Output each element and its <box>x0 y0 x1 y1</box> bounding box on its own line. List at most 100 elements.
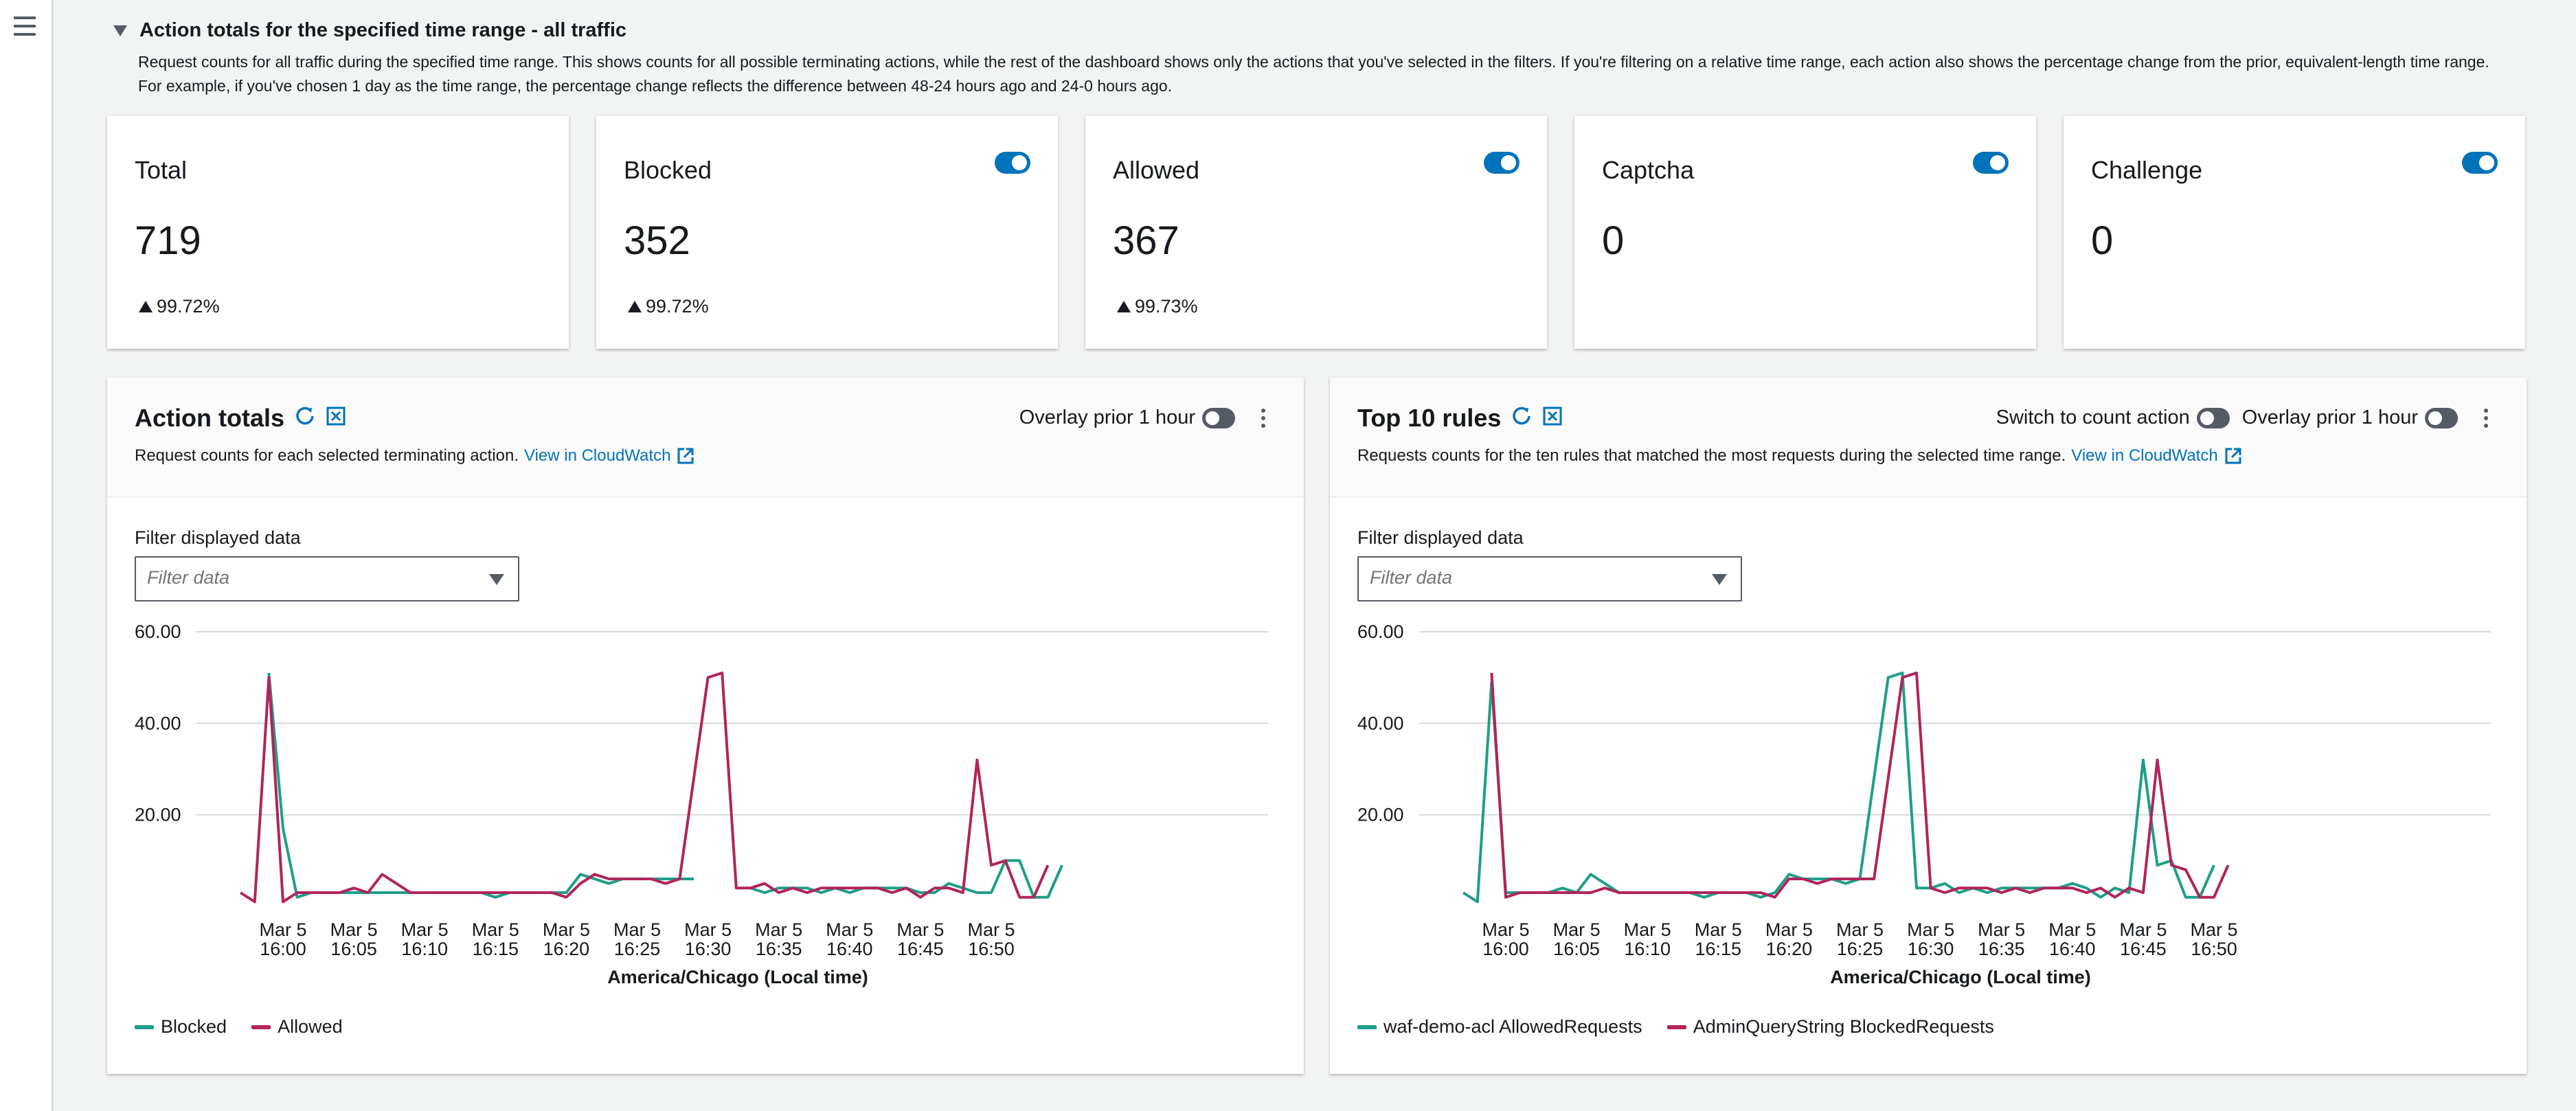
x-tick-label-time: 16:15 <box>473 939 519 959</box>
series-line-2[interactable] <box>1490 672 2230 899</box>
y-tick-label: 40.00 <box>1357 713 1404 733</box>
allowed-toggle[interactable] <box>1484 152 1519 174</box>
x-tick-label-date: Mar 5 <box>2048 919 2096 940</box>
overlay-label: Overlay prior 1 hour <box>1019 406 1195 428</box>
stat-card-total: Total 719 99.72% <box>107 115 569 349</box>
legend-item-admin-query-string[interactable]: AdminQueryString BlockedRequests <box>1667 1016 1994 1038</box>
x-tick-label-time: 16:30 <box>1908 939 1954 959</box>
x-tick-label-date: Mar 5 <box>613 919 661 940</box>
section-toggle[interactable]: Action totals for the specified time ran… <box>113 19 2518 42</box>
y-tick-label: 20.00 <box>135 805 181 825</box>
x-tick-label-date: Mar 5 <box>1765 919 1813 940</box>
x-tick-label-date: Mar 5 <box>401 919 449 940</box>
view-in-cloudwatch-link[interactable]: View in CloudWatch <box>2071 446 2242 466</box>
expand-icon[interactable] <box>326 404 346 433</box>
stat-change: 99.72% <box>139 296 220 317</box>
x-axis-label: America/Chicago (Local time) <box>1830 967 2091 987</box>
filter-label: Filter displayed data <box>135 527 301 548</box>
legend-item-waf-demo-acl[interactable]: waf-demo-acl AllowedRequests <box>1357 1016 1642 1038</box>
stat-value: 719 <box>135 218 201 263</box>
chart-legend: waf-demo-acl AllowedRequests AdminQueryS… <box>1357 1016 2019 1038</box>
x-tick-label-time: 16:05 <box>330 939 377 959</box>
stat-card-blocked: Blocked 352 99.72% <box>596 115 1058 349</box>
series-line-1[interactable] <box>267 672 1063 899</box>
x-tick-label-time: 16:00 <box>260 939 306 959</box>
action-totals-panel: Action totals Request counts for each se… <box>107 378 1304 1074</box>
filter-data-input[interactable] <box>1370 567 1686 588</box>
chart-legend: Blocked Allowed <box>135 1016 368 1038</box>
x-tick-label-date: Mar 5 <box>1695 919 1742 940</box>
stat-change-value: 99.72% <box>646 296 709 317</box>
legend-item-blocked[interactable]: Blocked <box>135 1016 227 1038</box>
refresh-icon[interactable] <box>1511 404 1533 433</box>
expand-icon[interactable] <box>1542 404 1563 433</box>
external-link-icon <box>677 448 694 464</box>
series-line-1[interactable] <box>1462 672 2215 904</box>
count-action-toggle[interactable] <box>2196 407 2230 428</box>
overlay-toggle[interactable] <box>1202 407 1235 428</box>
side-navigation-rail <box>0 0 54 1111</box>
top-10-rules-panel: Top 10 rules Requests counts for the ten… <box>1330 378 2527 1074</box>
captcha-toggle[interactable] <box>1973 152 2009 174</box>
stat-change: 99.73% <box>1117 296 1198 317</box>
y-tick-label: 40.00 <box>135 713 181 733</box>
x-tick-label-time: 16:20 <box>543 939 590 959</box>
x-tick-label-time: 16:10 <box>1624 939 1671 959</box>
menu-icon[interactable] <box>14 16 36 36</box>
legend-item-allowed[interactable]: Allowed <box>251 1016 343 1038</box>
x-tick-label-date: Mar 5 <box>826 919 873 940</box>
arrow-up-icon <box>1117 301 1131 312</box>
count-switch-label: Switch to count action <box>1996 406 2190 428</box>
x-tick-label-time: 16:25 <box>1837 939 1884 959</box>
arrow-up-icon <box>628 301 642 312</box>
x-tick-label-date: Mar 5 <box>330 919 378 940</box>
y-tick-label: 20.00 <box>1357 805 1404 825</box>
series-line-2[interactable] <box>240 672 1050 904</box>
x-tick-label-time: 16:45 <box>2120 939 2167 959</box>
x-tick-label-time: 16:10 <box>401 939 448 959</box>
blocked-toggle[interactable] <box>995 152 1030 174</box>
caret-down-icon <box>113 25 127 36</box>
x-tick-label-date: Mar 5 <box>2119 919 2167 940</box>
panel-title-text: Top 10 rules <box>1357 404 1502 432</box>
overlay-label: Overlay prior 1 hour <box>2241 406 2418 428</box>
x-tick-label-date: Mar 5 <box>684 919 732 940</box>
panel-title-text: Action totals <box>135 404 285 432</box>
x-tick-label-time: 16:20 <box>1766 939 1813 959</box>
x-tick-label-time: 16:35 <box>756 939 802 959</box>
x-tick-label-time: 16:00 <box>1482 939 1529 959</box>
link-text: View in CloudWatch <box>523 446 671 465</box>
panel-header-controls: Switch to count action Overlay prior 1 h… <box>1996 406 2488 429</box>
x-tick-label-date: Mar 5 <box>1836 919 1884 940</box>
section-description: Request counts for all traffic during th… <box>138 53 2489 95</box>
caret-down-icon <box>489 574 504 585</box>
action-totals-section: Action totals for the specified time ran… <box>113 19 2518 98</box>
more-options-icon[interactable] <box>1261 408 1265 428</box>
overlay-toggle[interactable] <box>2425 407 2458 428</box>
legend-swatch <box>251 1024 271 1029</box>
stat-label: Allowed <box>1113 156 1200 184</box>
filter-data-select[interactable] <box>1357 556 1742 602</box>
more-options-icon[interactable] <box>2484 408 2488 428</box>
link-text: View in CloudWatch <box>2071 446 2218 465</box>
legend-label: waf-demo-acl AllowedRequests <box>1383 1016 1642 1037</box>
caret-down-icon <box>1712 574 1727 585</box>
x-tick-label-date: Mar 5 <box>1907 919 1954 940</box>
view-in-cloudwatch-link[interactable]: View in CloudWatch <box>524 446 695 466</box>
stat-value: 367 <box>1113 218 1179 263</box>
stat-label: Captcha <box>1602 156 1695 184</box>
filter-data-select[interactable] <box>135 556 519 602</box>
filter-data-input[interactable] <box>147 567 463 588</box>
y-tick-label: 60.00 <box>135 621 181 642</box>
legend-swatch <box>135 1024 154 1029</box>
x-tick-label-time: 16:30 <box>685 939 732 959</box>
panel-header: Top 10 rules Requests counts for the ten… <box>1330 378 2527 498</box>
x-tick-label-date: Mar 5 <box>896 919 944 940</box>
x-tick-label-date: Mar 5 <box>1624 919 1671 940</box>
x-tick-label-date: Mar 5 <box>259 919 306 940</box>
legend-label: AdminQueryString BlockedRequests <box>1693 1016 1994 1037</box>
refresh-icon[interactable] <box>294 404 316 433</box>
stat-label: Total <box>135 156 188 184</box>
challenge-toggle[interactable] <box>2462 152 2498 174</box>
x-tick-label-date: Mar 5 <box>472 919 519 940</box>
